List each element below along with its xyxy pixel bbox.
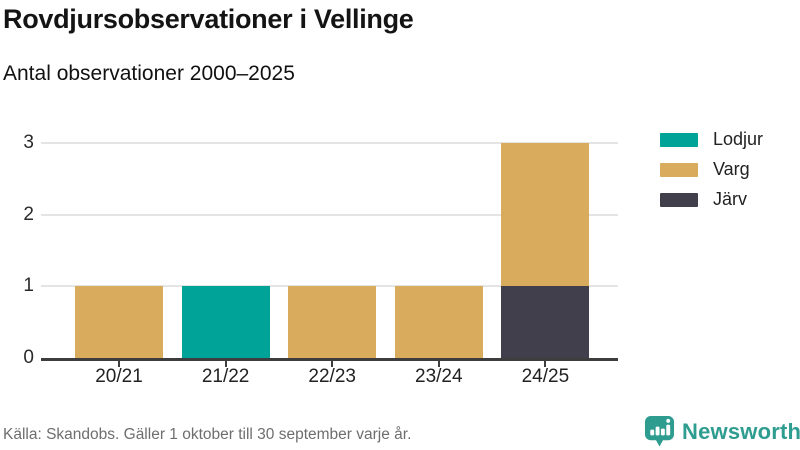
bar-segment-varg — [288, 286, 377, 358]
y-tick-label: 1 — [23, 275, 34, 297]
gridline — [41, 142, 618, 144]
legend: Lodjur Varg Järv — [660, 129, 763, 219]
y-tick-label: 3 — [23, 132, 34, 153]
x-tick-label: 21/22 — [201, 366, 250, 387]
legend-label: Varg — [713, 159, 750, 179]
x-axis-tick — [331, 358, 334, 367]
legend-label: Lodjur — [713, 129, 764, 149]
x-tick-label: 23/24 — [415, 366, 463, 387]
legend-swatch — [660, 192, 698, 207]
bar-segment-varg — [394, 286, 483, 358]
newsworthy-logo-icon — [644, 416, 675, 447]
gridline — [41, 213, 618, 216]
chart-title: Rovdjursobservationer i Vellinge — [3, 4, 414, 34]
x-tick-label: 22/23 — [308, 366, 356, 387]
newsworthy-logo: Newsworthy — [644, 415, 800, 448]
newsworthy-logo-text: Newsworthy — [682, 418, 800, 444]
bar-segment-lodjur — [181, 286, 270, 358]
plot-area — [41, 142, 618, 367]
bar-segment-varg — [501, 143, 590, 287]
y-tick-label: 0 — [23, 347, 34, 368]
bar-segment-järv — [501, 286, 590, 358]
x-axis-tick — [544, 358, 547, 367]
x-axis-tick — [224, 358, 227, 367]
x-tick-label: 20/21 — [95, 366, 143, 387]
x-axis-tick — [118, 358, 120, 367]
y-tick-label: 2 — [23, 203, 34, 225]
legend-item: Järv — [660, 189, 763, 210]
legend-item: Varg — [660, 159, 763, 180]
x-axis-line — [41, 358, 618, 361]
bar-segment-varg — [75, 286, 163, 358]
chart-subtitle: Antal observationer 2000–2025 — [3, 62, 295, 85]
legend-label: Järv — [713, 189, 748, 209]
legend-swatch — [660, 162, 698, 177]
legend-swatch — [660, 132, 698, 147]
source-note: Källa: Skandobs. Gäller 1 oktober till 3… — [3, 426, 412, 443]
gridline — [41, 285, 618, 288]
x-axis-tick — [437, 358, 440, 367]
x-tick-label: 24/25 — [521, 366, 570, 387]
legend-item: Lodjur — [660, 129, 763, 150]
